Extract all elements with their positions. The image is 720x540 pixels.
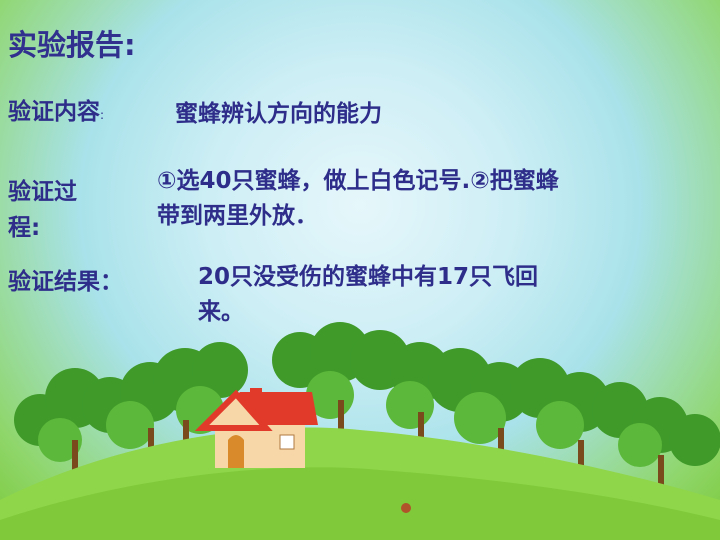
result-text-line1: 20只没受伤的蜜蜂中有17只飞回 <box>198 264 539 290</box>
process-label-line2: 程: <box>8 215 41 241</box>
result-label: 验证结果： <box>8 269 123 295</box>
content-colon: : <box>100 108 105 122</box>
process-text-line1: ①选40只蜜蜂，做上白色记号.②把蜜蜂 <box>157 168 559 194</box>
process-text-line2: 带到两里外放． <box>157 203 318 229</box>
house <box>194 388 318 468</box>
process-label-line1: 验证过 <box>8 179 77 205</box>
content-text: 蜜蜂辨认方向的能力 <box>175 101 382 127</box>
result-text-line2: 来。 <box>198 299 244 325</box>
content-label-text: 验证内容 <box>8 99 100 125</box>
page-title: 实验报告: <box>8 28 136 62</box>
flower <box>401 503 411 513</box>
content-label: 验证内容: <box>8 92 104 126</box>
